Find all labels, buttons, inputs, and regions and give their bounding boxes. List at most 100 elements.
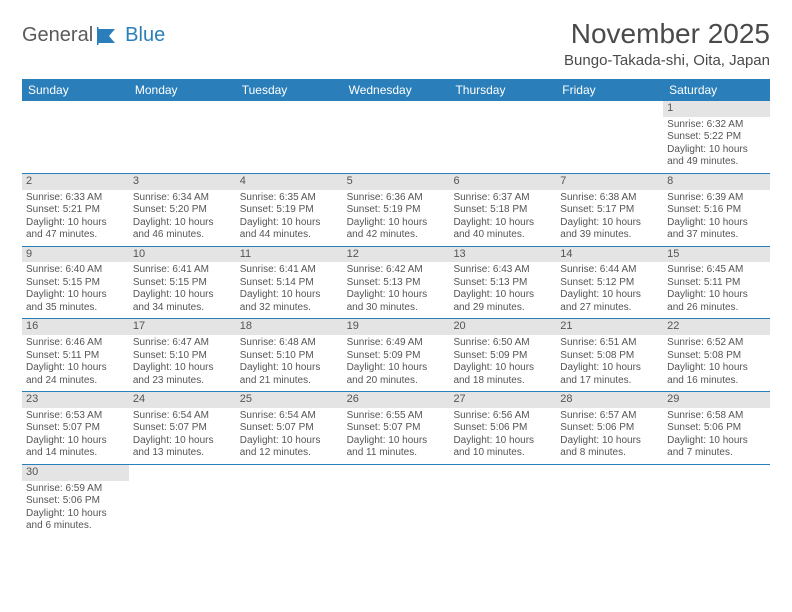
day-cell: 17Sunrise: 6:47 AMSunset: 5:10 PMDayligh… (129, 319, 236, 391)
day-cell: 1Sunrise: 6:32 AMSunset: 5:22 PMDaylight… (663, 101, 770, 173)
day-number: 10 (129, 247, 236, 263)
day-cell (449, 101, 556, 173)
sunrise-text: Sunrise: 6:46 AM (26, 337, 125, 350)
day-body: Sunrise: 6:37 AMSunset: 5:18 PMDaylight:… (449, 190, 556, 246)
day-number: 30 (22, 465, 129, 481)
daylight-text-2: and 16 minutes. (667, 375, 766, 388)
daylight-text-1: Daylight: 10 hours (240, 362, 339, 375)
day-cell: 20Sunrise: 6:50 AMSunset: 5:09 PMDayligh… (449, 319, 556, 391)
daylight-text-1: Daylight: 10 hours (26, 362, 125, 375)
daylight-text-1: Daylight: 10 hours (240, 435, 339, 448)
daylight-text-1: Daylight: 10 hours (133, 289, 232, 302)
day-number: 29 (663, 392, 770, 408)
daylight-text-1: Daylight: 10 hours (26, 289, 125, 302)
week-row: 2Sunrise: 6:33 AMSunset: 5:21 PMDaylight… (22, 174, 770, 247)
day-number: 2 (22, 174, 129, 190)
day-body: Sunrise: 6:38 AMSunset: 5:17 PMDaylight:… (556, 190, 663, 246)
logo-text-1: General (22, 24, 93, 47)
sunrise-text: Sunrise: 6:40 AM (26, 264, 125, 277)
daylight-text-1: Daylight: 10 hours (453, 362, 552, 375)
day-number: 26 (343, 392, 450, 408)
day-cell: 7Sunrise: 6:38 AMSunset: 5:17 PMDaylight… (556, 174, 663, 246)
day-number: 28 (556, 392, 663, 408)
day-cell: 30Sunrise: 6:59 AMSunset: 5:06 PMDayligh… (22, 465, 129, 537)
day-number: 19 (343, 319, 450, 335)
day-cell: 26Sunrise: 6:55 AMSunset: 5:07 PMDayligh… (343, 392, 450, 464)
logo-text-2: Blue (125, 24, 165, 47)
sunrise-text: Sunrise: 6:44 AM (560, 264, 659, 277)
day-body: Sunrise: 6:53 AMSunset: 5:07 PMDaylight:… (22, 408, 129, 464)
sunset-text: Sunset: 5:08 PM (560, 350, 659, 363)
day-number: 12 (343, 247, 450, 263)
day-body: Sunrise: 6:52 AMSunset: 5:08 PMDaylight:… (663, 335, 770, 391)
daylight-text-1: Daylight: 10 hours (347, 217, 446, 230)
daylight-text-2: and 39 minutes. (560, 229, 659, 242)
sunset-text: Sunset: 5:22 PM (667, 131, 766, 144)
day-number: 1 (663, 101, 770, 117)
day-cell: 28Sunrise: 6:57 AMSunset: 5:06 PMDayligh… (556, 392, 663, 464)
daylight-text-2: and 6 minutes. (26, 520, 125, 533)
daylight-text-1: Daylight: 10 hours (560, 362, 659, 375)
sunrise-text: Sunrise: 6:53 AM (26, 410, 125, 423)
day-cell: 2Sunrise: 6:33 AMSunset: 5:21 PMDaylight… (22, 174, 129, 246)
daylight-text-1: Daylight: 10 hours (667, 289, 766, 302)
day-cell (129, 465, 236, 537)
sunset-text: Sunset: 5:10 PM (240, 350, 339, 363)
logo: General Blue (22, 24, 165, 47)
day-number: 5 (343, 174, 450, 190)
daylight-text-2: and 29 minutes. (453, 302, 552, 315)
daylight-text-2: and 12 minutes. (240, 447, 339, 460)
sunrise-text: Sunrise: 6:42 AM (347, 264, 446, 277)
day-number: 15 (663, 247, 770, 263)
day-cell: 13Sunrise: 6:43 AMSunset: 5:13 PMDayligh… (449, 247, 556, 319)
sunrise-text: Sunrise: 6:34 AM (133, 192, 232, 205)
day-body: Sunrise: 6:58 AMSunset: 5:06 PMDaylight:… (663, 408, 770, 464)
day-body: Sunrise: 6:41 AMSunset: 5:15 PMDaylight:… (129, 262, 236, 318)
sunset-text: Sunset: 5:19 PM (240, 204, 339, 217)
sunset-text: Sunset: 5:21 PM (26, 204, 125, 217)
day-body: Sunrise: 6:55 AMSunset: 5:07 PMDaylight:… (343, 408, 450, 464)
daylight-text-2: and 18 minutes. (453, 375, 552, 388)
daylight-text-1: Daylight: 10 hours (26, 217, 125, 230)
daylight-text-2: and 46 minutes. (133, 229, 232, 242)
day-number: 24 (129, 392, 236, 408)
sunrise-text: Sunrise: 6:58 AM (667, 410, 766, 423)
day-cell: 24Sunrise: 6:54 AMSunset: 5:07 PMDayligh… (129, 392, 236, 464)
daylight-text-1: Daylight: 10 hours (26, 435, 125, 448)
day-cell: 9Sunrise: 6:40 AMSunset: 5:15 PMDaylight… (22, 247, 129, 319)
daylight-text-1: Daylight: 10 hours (240, 217, 339, 230)
daylight-text-2: and 11 minutes. (347, 447, 446, 460)
sunset-text: Sunset: 5:20 PM (133, 204, 232, 217)
day-cell: 5Sunrise: 6:36 AMSunset: 5:19 PMDaylight… (343, 174, 450, 246)
sunrise-text: Sunrise: 6:55 AM (347, 410, 446, 423)
day-body: Sunrise: 6:43 AMSunset: 5:13 PMDaylight:… (449, 262, 556, 318)
day-body: Sunrise: 6:41 AMSunset: 5:14 PMDaylight:… (236, 262, 343, 318)
weekday-header: Saturday (663, 79, 770, 101)
day-cell (343, 101, 450, 173)
sunset-text: Sunset: 5:13 PM (453, 277, 552, 290)
day-cell (22, 101, 129, 173)
day-number: 11 (236, 247, 343, 263)
day-cell: 10Sunrise: 6:41 AMSunset: 5:15 PMDayligh… (129, 247, 236, 319)
day-body: Sunrise: 6:49 AMSunset: 5:09 PMDaylight:… (343, 335, 450, 391)
day-cell: 18Sunrise: 6:48 AMSunset: 5:10 PMDayligh… (236, 319, 343, 391)
day-cell (556, 101, 663, 173)
day-body: Sunrise: 6:59 AMSunset: 5:06 PMDaylight:… (22, 481, 129, 537)
sunset-text: Sunset: 5:17 PM (560, 204, 659, 217)
day-cell (556, 465, 663, 537)
weekday-header: Thursday (449, 79, 556, 101)
day-number: 9 (22, 247, 129, 263)
daylight-text-1: Daylight: 10 hours (667, 362, 766, 375)
day-number: 6 (449, 174, 556, 190)
day-cell (343, 465, 450, 537)
day-body: Sunrise: 6:33 AMSunset: 5:21 PMDaylight:… (22, 190, 129, 246)
sunset-text: Sunset: 5:15 PM (26, 277, 125, 290)
sunrise-text: Sunrise: 6:38 AM (560, 192, 659, 205)
daylight-text-1: Daylight: 10 hours (347, 435, 446, 448)
month-title: November 2025 (564, 18, 770, 50)
day-cell: 11Sunrise: 6:41 AMSunset: 5:14 PMDayligh… (236, 247, 343, 319)
daylight-text-2: and 30 minutes. (347, 302, 446, 315)
sunset-text: Sunset: 5:18 PM (453, 204, 552, 217)
day-body: Sunrise: 6:35 AMSunset: 5:19 PMDaylight:… (236, 190, 343, 246)
daylight-text-1: Daylight: 10 hours (667, 217, 766, 230)
